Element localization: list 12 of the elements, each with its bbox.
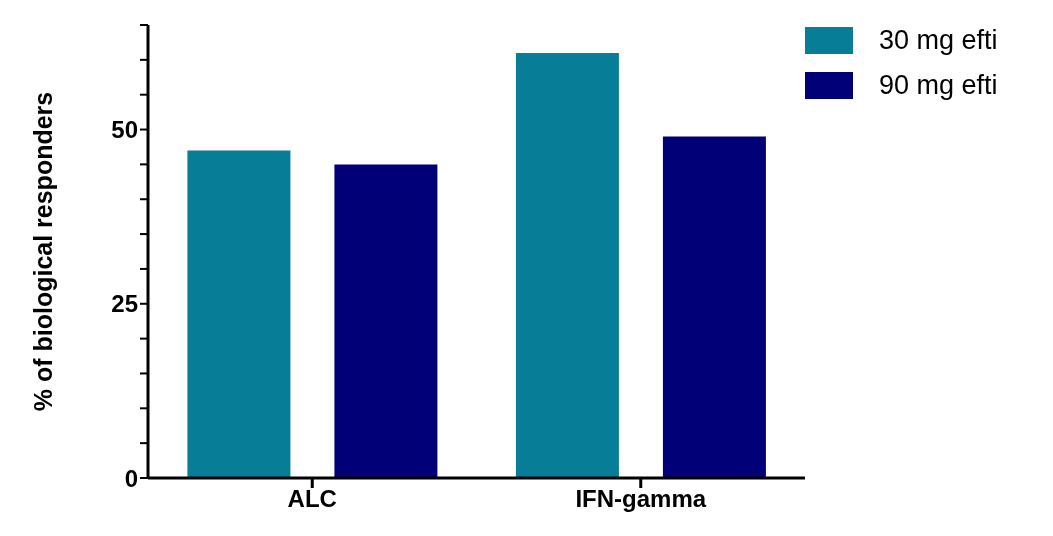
x-tick-label: IFN-gamma	[575, 485, 707, 513]
y-axis-title: % of biological responders	[28, 91, 57, 412]
bar	[334, 164, 438, 478]
bar	[187, 150, 291, 478]
bar	[515, 52, 619, 478]
legend-label: 90 mg efti	[879, 70, 998, 101]
y-tick-label: 50	[111, 116, 138, 144]
y-tick-label: 0	[124, 464, 138, 492]
legend-label: 30 mg efti	[879, 25, 998, 56]
x-tick-label: ALC	[287, 485, 337, 513]
y-tick-label: 25	[111, 290, 138, 318]
bar	[662, 136, 766, 478]
